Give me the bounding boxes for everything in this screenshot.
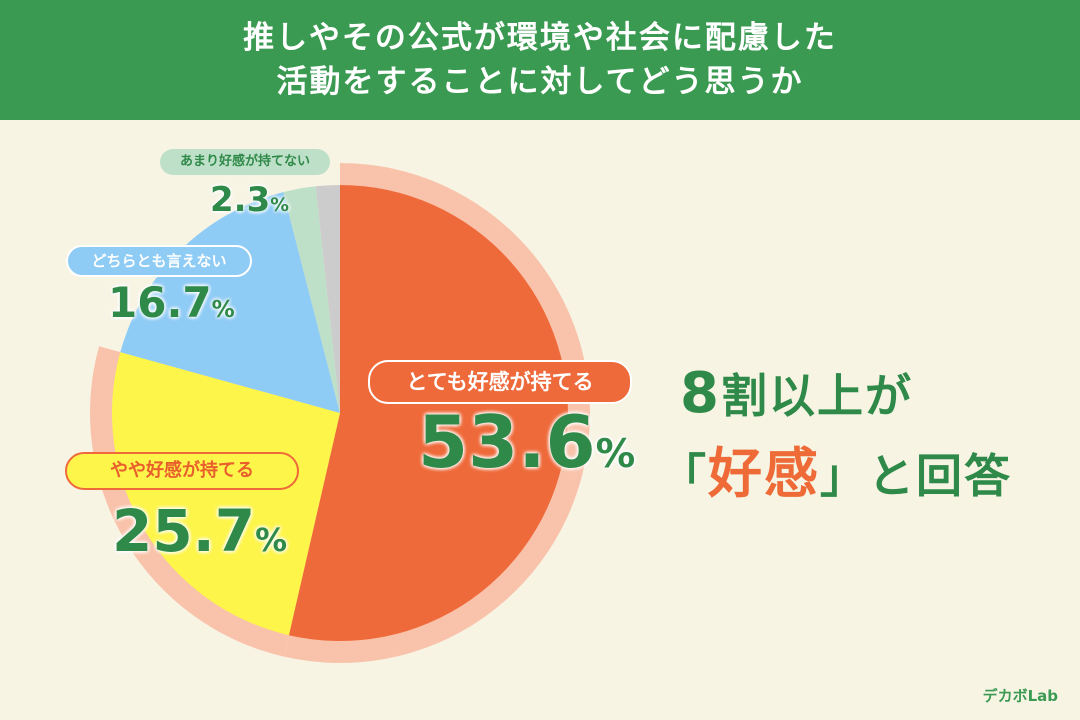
pie-slice-0 bbox=[288, 185, 568, 641]
value-somewhat-positive: 25.7% bbox=[112, 497, 288, 565]
value-very-positive: 53.6% bbox=[418, 400, 636, 484]
label-neutral: どちらとも言えない bbox=[66, 245, 252, 277]
headline-close: 」と回答 bbox=[820, 449, 1012, 503]
headline-highlight: 好感 bbox=[708, 442, 820, 505]
logo: デカボLab bbox=[982, 687, 1058, 705]
headline-number: 8 bbox=[680, 361, 721, 426]
label-somewhat-positive: やや好感が持てる bbox=[65, 452, 299, 490]
title-line-1: 推しやその公式が環境や社会に配慮した bbox=[243, 20, 837, 56]
value-neutral: 16.7% bbox=[108, 278, 235, 327]
label-very-positive: とても好感が持てる bbox=[368, 360, 632, 404]
title-line-2: 活動をすることに対してどう思うか bbox=[276, 64, 804, 100]
pie-slice-1 bbox=[112, 352, 341, 636]
headline-line1: 割以上が bbox=[720, 369, 913, 423]
headline-open-bracket: 「 bbox=[660, 449, 708, 503]
headline: 8割以上が 「好感」と回答 bbox=[660, 355, 1012, 515]
pie-slice-4 bbox=[315, 185, 340, 413]
value-not-positive: 2.3% bbox=[210, 180, 289, 220]
label-not-positive: あまり好感が持てない bbox=[160, 149, 330, 175]
pie-slice-2 bbox=[120, 192, 341, 413]
pie-slice-3 bbox=[283, 186, 340, 413]
header: 推しやその公式が環境や社会に配慮した 活動をすることに対してどう思うか bbox=[0, 0, 1080, 120]
